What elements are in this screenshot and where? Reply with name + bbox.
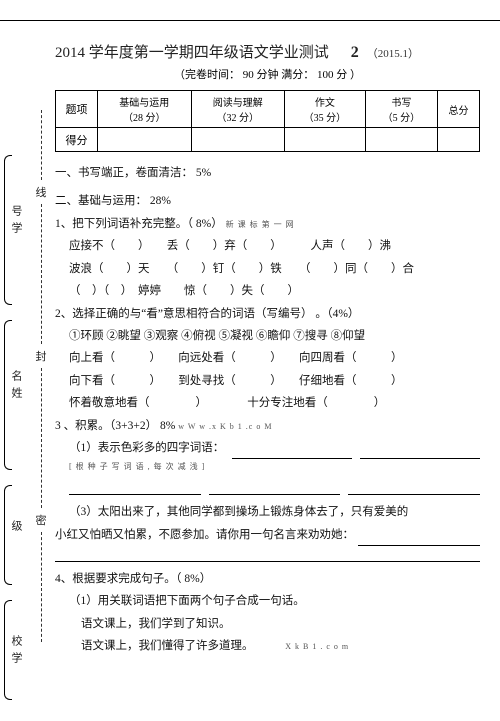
col-4: 总分 (438, 91, 480, 128)
q4-watermark: X k B 1 . c o m (285, 642, 349, 651)
blank-line-7 (55, 548, 480, 562)
score-row-label-1: 题项 (56, 91, 98, 128)
label-xuexiao: 校学 (8, 635, 24, 669)
col-0: 基础与运用 （28 分） (98, 91, 192, 128)
q4-sub1: （1）用关联词语把下面两个句子合成一句话。 (55, 590, 480, 612)
q2-line2: 向下看（ ） 到处寻找（ ） 仔细地看（ ） (55, 370, 480, 392)
fold-label-mi: 密 (24, 512, 58, 528)
q1-line3: （ ）（ ） 婷婷 惊（ ）失（ ） (55, 280, 480, 302)
blank-line-1 (232, 445, 352, 459)
score-cell-4 (438, 128, 480, 152)
col-2-top: 作文 (287, 94, 363, 109)
q1-watermark: 新 课 标 第 一 网 (226, 220, 295, 229)
q1-text: 1、把下列词语补充完整。（ 8%） (55, 218, 223, 230)
exam-date: （2015.1） (367, 45, 419, 61)
q3-text: 3 、积累。（3+3+2） 8% (55, 420, 175, 432)
q2-line1: 向上看（ ） 向远处看（ ） 向四周看（ ） (55, 347, 480, 369)
q3-micro-note: [ 根 种 子 写 词 语 , 每 次 减 浅 ] (55, 459, 480, 475)
score-cell-3 (365, 128, 437, 152)
q3-sub3b-text: 小红又怕晒又怕累，不愿参加。请你用一句名言来劝劝她： (55, 524, 354, 546)
exam-title-row: 2014 学年度第一学期四年级语文学业测试 2 （2015.1） (55, 41, 480, 62)
col-3-top: 书写 (368, 94, 435, 109)
score-cell-0 (98, 128, 192, 152)
col-4-top: 总分 (440, 102, 477, 117)
q1-line1: 应接不（ ） 丢（ ）弃（ ） 人声（ ）沸 (55, 235, 480, 257)
col-0-bot: （28 分） (100, 109, 189, 124)
score-row-label-2: 得分 (56, 128, 98, 152)
score-cell-2 (285, 128, 366, 152)
label-banji: 级 (8, 520, 24, 537)
col-0-top: 基础与运用 (100, 94, 189, 109)
col-2-bot: （35 分） (287, 109, 363, 124)
binding-margin: 号学 名姓 级 校学 线 封 密 (0, 0, 52, 678)
q4-sub1b: 语文课上，我们懂得了许多道理。 (81, 640, 254, 652)
label-xuehao: 号学 (8, 205, 24, 239)
top-rule (0, 20, 500, 21)
label-xingming: 名姓 (8, 370, 24, 404)
score-table: 题项 基础与运用 （28 分） 阅读与理解 （32 分） 作文 （35 分） 书… (55, 90, 480, 152)
score-header-row: 题项 基础与运用 （28 分） 阅读与理解 （32 分） 作文 （35 分） 书… (56, 91, 480, 128)
q3-watermark: w W w .x K b 1 .c o M (178, 422, 272, 431)
section-2: 二、基础与运用： 28% (55, 190, 480, 212)
q2-options: ①环顾 ②眺望 ③观察 ④俯视 ⑤凝视 ⑥瞻仰 ⑦搜寻 ⑧仰望 (55, 325, 480, 347)
q1-line2: 波浪（ ）天 （ ）钉（ ）铁 （ ）同（ ）合 (55, 258, 480, 280)
col-2: 作文 （35 分） (285, 91, 366, 128)
q4: 4、根据要求完成句子。（ 8%） (55, 568, 480, 590)
col-3-bot: （5 分） (368, 109, 435, 124)
exam-number: 2 (351, 44, 359, 62)
section-1: 一、书写端正，卷面清洁： 5% (55, 162, 480, 184)
blank-line-6 (358, 532, 480, 546)
exam-body: 一、书写端正，卷面清洁： 5% 二、基础与运用： 28% 1、把下列词语补充完整… (55, 162, 480, 658)
exam-title: 2014 学年度第一学期四年级语文学业测试 (55, 41, 329, 62)
fold-line-1: 线 封 密 (24, 110, 58, 642)
blank-line-5 (348, 481, 480, 495)
q3-sub3a: （3）太阳出来了，其他同学都到操场上锻炼身体去了，只有爱美的 (55, 501, 480, 523)
exam-time-score: （完卷时间： 90 分钟 满分： 100 分 ） (55, 66, 480, 82)
q3-sub1-row: （1）表示色彩多的四字词语： (55, 437, 480, 459)
col-1-bot: （32 分） (194, 109, 283, 124)
q3-sub1: （1）表示色彩多的四字词语： (69, 437, 224, 459)
q2: 2、选择正确的与“看”意思相符合的词语（写编号） 。（4%） (55, 303, 480, 325)
blank-line-2 (360, 445, 480, 459)
fold-label-feng: 封 (24, 348, 58, 364)
q3-sub3b: 小红又怕晒又怕累，不愿参加。请你用一句名言来劝劝她： (55, 524, 480, 546)
score-value-row: 得分 (56, 128, 480, 152)
blank-line-4 (209, 481, 341, 495)
col-3: 书写 （5 分） (365, 91, 437, 128)
q4-sub1b-row: 语文课上，我们懂得了许多道理。 X k B 1 . c o m (55, 635, 480, 657)
q3: 3 、积累。（3+3+2） 8% w W w .x K b 1 .c o M (55, 415, 480, 437)
score-cell-1 (191, 128, 285, 152)
blank-line-3 (69, 481, 201, 495)
col-1-top: 阅读与理解 (194, 94, 283, 109)
q4-sub1a: 语文课上，我们学到了知识。 (55, 613, 480, 635)
q3-blanks-row (55, 479, 480, 495)
q2-line3: 怀着敬意地看（ ） 十分专注地看（ ） (55, 392, 480, 414)
q1: 1、把下列词语补充完整。（ 8%） 新 课 标 第 一 网 (55, 213, 480, 235)
col-1: 阅读与理解 （32 分） (191, 91, 285, 128)
fold-label-xian: 线 (24, 184, 58, 200)
